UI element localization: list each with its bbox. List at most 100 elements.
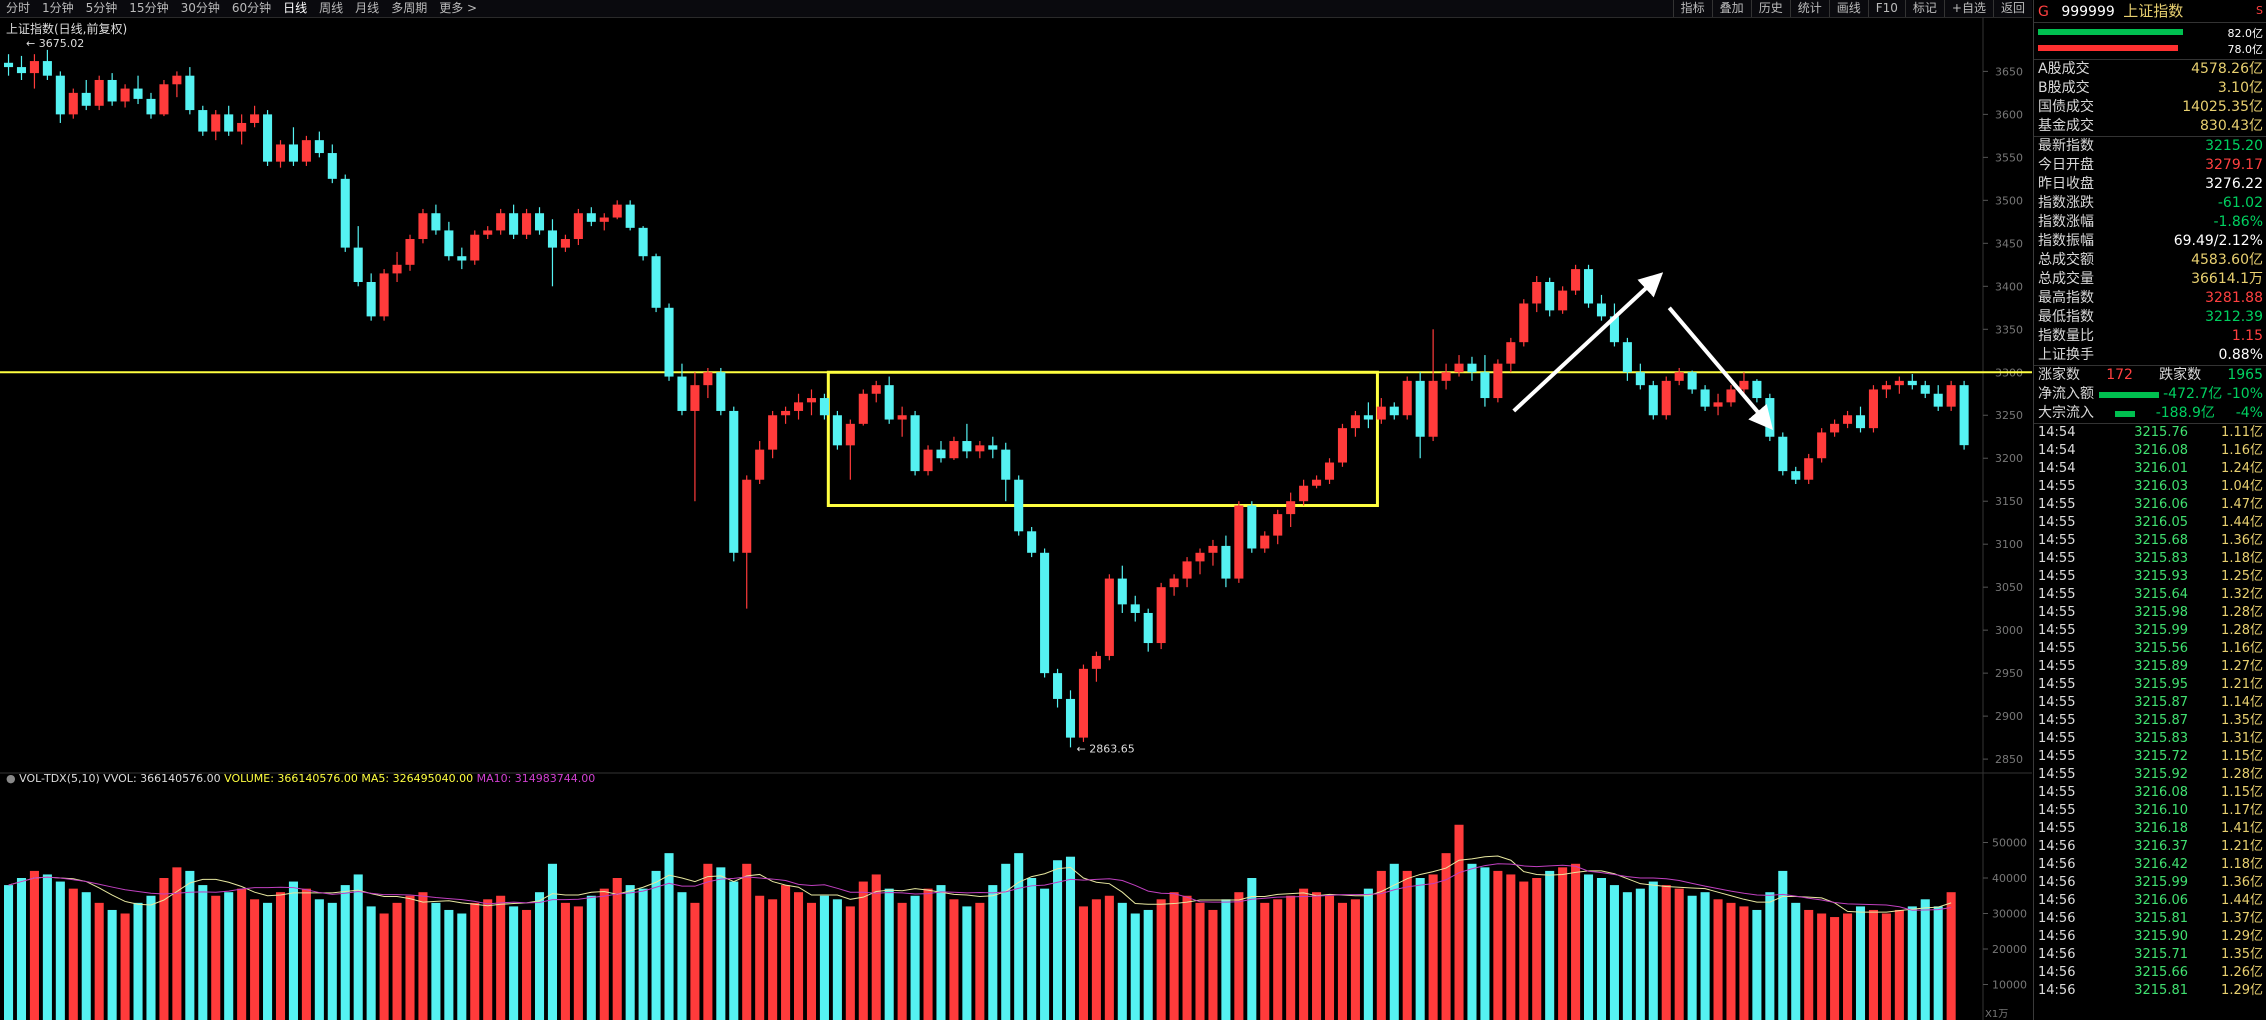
candle [1843,410,1853,429]
quote-row: 指数涨跌 -61.02 [2034,194,2266,213]
tick-price: 3216.03 [2134,479,2188,494]
volume-bar [806,902,817,1020]
toolbar-button[interactable]: +自选 [1943,0,1993,17]
candle-body [638,227,648,257]
quote-row: 昨日收盘 3276.22 [2034,175,2266,194]
tick-time: 14:54 [2038,443,2076,458]
tick-amount: 1.17亿 [2221,803,2263,818]
volume-bar [1843,913,1853,1020]
tick-price: 3215.99 [2134,875,2188,890]
tick-amount: 1.35亿 [2221,713,2263,728]
candle [897,406,907,437]
tick-time: 14:56 [2038,947,2076,962]
candle-body [444,230,454,257]
toolbar-button[interactable]: 标记 [1904,0,1944,17]
period-tab[interactable]: 1分钟 [42,1,74,15]
volume-bar [1946,892,1956,1020]
candle [910,410,920,476]
indicator-name[interactable]: VOL-TDX(5,10) [19,772,100,785]
candle [1053,668,1063,708]
candle [755,441,765,485]
period-tab[interactable]: 30分钟 [180,1,220,15]
period-tab[interactable]: 月线 [355,1,380,15]
indicator-toggle-icon[interactable]: ● [6,772,16,785]
candle-body [871,385,881,394]
quote-header: G 999999 上证指数 S [2034,0,2266,23]
candle [612,200,622,220]
toolbar-button[interactable]: F10 [1867,0,1905,17]
period-tab[interactable]: 分时 [6,1,31,15]
y-tick-label: 3600 [1995,108,2023,121]
candle [1078,664,1088,742]
candle [768,410,778,459]
volume-bar [1208,909,1218,1020]
tick-amount: 1.29亿 [2221,929,2263,944]
volume-bar [1182,895,1192,1020]
volume-bar [1609,885,1619,1020]
ma5-line [8,855,1952,913]
toolbar-button[interactable]: 历史 [1750,0,1790,17]
tick-row: 14:55 3215.89 1.27亿 [2034,658,2266,676]
down-arrow[interactable] [1667,306,1774,430]
tick-list[interactable]: 14:54 3215.76 1.11亿 14:54 3216.08 1.16亿 14:54 3… [2034,423,2266,1000]
y-tick-label: 3250 [1995,409,2023,422]
candle-body [703,372,713,386]
min-price-label: ← 2863.65 [1077,742,1135,755]
up-arrow[interactable] [1512,272,1664,413]
candle-body [573,213,583,240]
candle [1622,337,1632,381]
candle [677,363,687,416]
volume-bar [858,881,868,1020]
candle-body [42,61,52,76]
candle [1933,385,1943,411]
y-tick-label: 3400 [1995,280,2023,293]
candle-body [1195,552,1205,562]
quote-value: 830.43亿 [2200,118,2263,134]
stock-name[interactable]: 上证指数 [2123,2,2184,20]
candle [55,71,65,123]
volume-bar [742,863,752,1020]
candle [379,269,389,321]
period-tab[interactable]: 日线 [283,1,308,15]
candle [1312,475,1322,489]
tick-amount: 1.32亿 [2221,587,2263,602]
toolbar-button[interactable]: 统计 [1789,0,1829,17]
period-tab[interactable]: 周线 [319,1,344,15]
quote-label: B股成交 [2038,80,2090,96]
period-tab[interactable]: 更多 > [439,1,478,15]
period-tab[interactable]: 5分钟 [85,1,118,15]
period-tab[interactable]: 多周期 [391,1,428,15]
candle [366,273,376,321]
toolbar-button[interactable]: 画线 [1828,0,1868,17]
tick-time: 14:55 [2038,641,2076,656]
tick-amount: 1.15亿 [2221,785,2263,800]
candle-body [1933,393,1943,407]
candle-body [988,445,998,450]
toolbar-button[interactable]: 返回 [1992,0,2032,17]
volume-bar [314,899,324,1020]
volume-bar [1415,878,1425,1020]
y-tick-label: 3000 [1995,624,2023,637]
kline-chart[interactable]: 3650360035503500345034003350330032503200… [0,17,2032,1020]
y-tick-label: 2900 [1995,710,2023,723]
toolbar-button[interactable]: 指标 [1672,0,1712,17]
candle-body [1674,372,1684,381]
toolbar-button[interactable]: 叠加 [1711,0,1751,17]
quote-label: 昨日收盘 [2038,176,2094,192]
candle [29,54,39,89]
volume-bar [1117,902,1127,1020]
tick-row: 14:55 3215.93 1.25亿 [2034,568,2266,586]
block-bar [2114,411,2135,417]
quote-label: 上证换手 [2038,347,2094,363]
period-tab[interactable]: 60分钟 [231,1,272,15]
candle-body [612,204,622,218]
volume-bar [638,888,648,1020]
tick-amount: 1.31亿 [2221,731,2263,746]
candle-body [1765,398,1775,437]
candle-body [94,79,104,106]
consolidation-box[interactable] [826,370,1379,508]
period-tab[interactable]: 15分钟 [129,1,169,15]
candle-body [1117,578,1127,605]
candle-body [664,307,674,377]
candle [794,393,804,420]
